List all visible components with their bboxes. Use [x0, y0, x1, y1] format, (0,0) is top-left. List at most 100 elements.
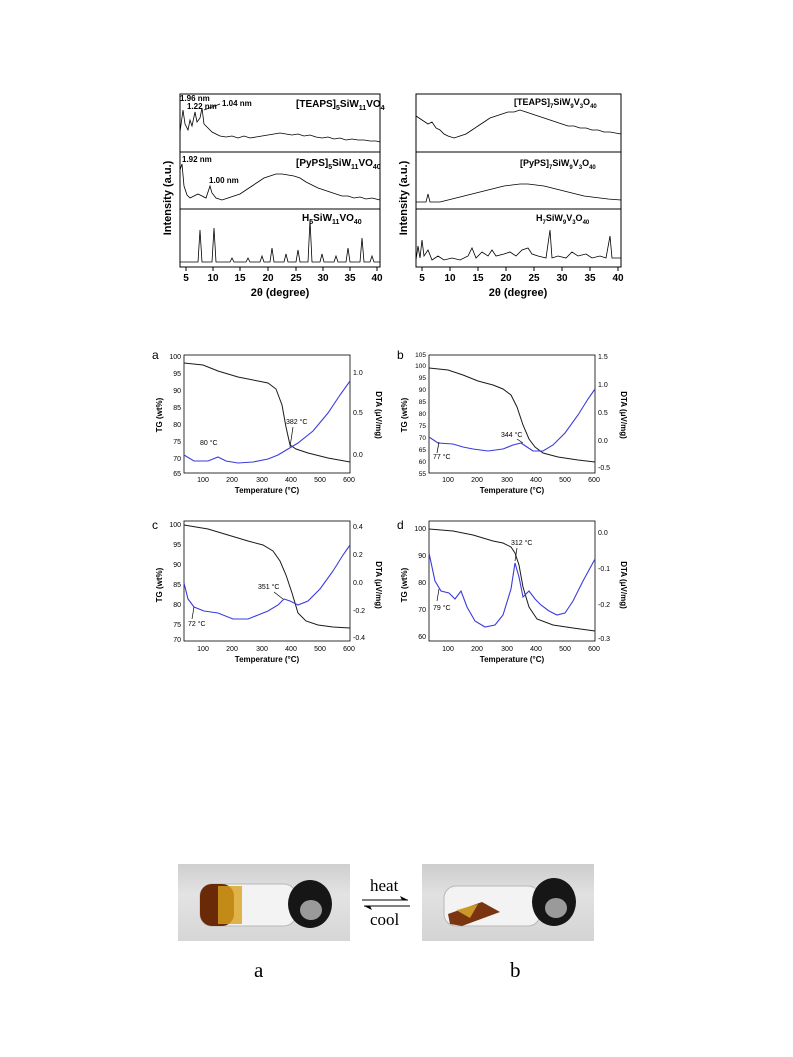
svg-text:200: 200	[226, 646, 238, 653]
tga-d-x-label: Temperature (°C)	[480, 655, 545, 664]
tga-b-dta-curve	[428, 388, 596, 452]
tga-d-y-right-label: DTA (μV/mg)	[619, 561, 628, 609]
xrd-right-figure: Intensity (a.u.) [TEAPS]7SiW9V3O40 [PyPS…	[398, 93, 624, 299]
xrd-right-label-3: H7SiW9V3O40	[536, 213, 590, 226]
svg-text:100: 100	[442, 477, 454, 484]
tga-b-y-right-label: DTA (μV/mg)	[619, 391, 628, 439]
vial-b-cap-inner	[545, 898, 567, 918]
svg-text:0.5: 0.5	[598, 410, 608, 417]
tga-a-y-left-label: TG (wt%)	[155, 397, 164, 432]
tga-b-x-label: Temperature (°C)	[480, 486, 545, 495]
svg-text:300: 300	[501, 477, 513, 484]
svg-text:90: 90	[418, 553, 426, 560]
tga-panel-a: a 100 95 90 85 80 75 70 65 1.0 0.5 0.0 1…	[152, 348, 383, 495]
svg-text:200: 200	[471, 477, 483, 484]
svg-text:200: 200	[471, 646, 483, 653]
tga-a-id: a	[152, 348, 159, 362]
svg-text:20: 20	[500, 273, 512, 284]
svg-text:1.0: 1.0	[353, 370, 363, 377]
tga-b-tg-curve	[428, 367, 596, 463]
heat-label: heat	[370, 876, 399, 895]
photo-caption-a: a	[254, 958, 264, 982]
svg-text:0.5: 0.5	[353, 410, 363, 417]
tga-d-x-ticks: 100 200 300 400 500 600	[442, 646, 600, 653]
svg-text:400: 400	[285, 646, 297, 653]
tga-a-annot-2-arrow	[289, 426, 294, 448]
tga-a-tg-ticks: 100 95 90 85 80 75 70 65	[169, 354, 181, 478]
tga-d-y-left-label: TG (wt%)	[400, 567, 409, 602]
svg-text:70: 70	[173, 456, 181, 463]
svg-text:400: 400	[530, 477, 542, 484]
svg-text:0.4: 0.4	[353, 524, 363, 531]
xrd-left-label-2: [PyPS]5SiW11VO40	[296, 158, 381, 171]
svg-text:40: 40	[612, 273, 624, 284]
svg-text:80: 80	[419, 411, 427, 418]
svg-text:-0.3: -0.3	[598, 636, 610, 643]
svg-text:25: 25	[290, 273, 302, 284]
tga-b-annot-2: 344 °C	[501, 431, 522, 439]
xrd-right-trace-1	[415, 109, 622, 139]
xrd-left-trace-3	[180, 219, 380, 263]
tga-b-annot-1: 77 °C	[433, 453, 451, 461]
svg-text:15: 15	[234, 273, 246, 284]
svg-text:100: 100	[442, 646, 454, 653]
tga-d-annot-2: 312 °C	[511, 539, 532, 547]
svg-text:1.0: 1.0	[598, 382, 608, 389]
svg-text:95: 95	[173, 371, 181, 378]
svg-text:0.0: 0.0	[598, 530, 608, 537]
svg-text:80: 80	[173, 422, 181, 429]
svg-text:25: 25	[528, 273, 540, 284]
tga-a-dta-ticks: 1.0 0.5 0.0	[353, 370, 363, 459]
cool-label: cool	[370, 910, 400, 929]
svg-text:65: 65	[173, 471, 181, 478]
tga-a-x-ticks: 100 200 300 400 500 600	[197, 477, 355, 484]
svg-text:105: 105	[415, 352, 426, 359]
xrd-left-label-3: H5SiW11VO40	[302, 213, 362, 226]
svg-text:0.0: 0.0	[353, 452, 363, 459]
svg-text:90: 90	[173, 388, 181, 395]
svg-text:600: 600	[588, 477, 600, 484]
svg-text:35: 35	[584, 273, 596, 284]
svg-text:500: 500	[559, 646, 571, 653]
tga-d-dta-curve	[428, 552, 596, 628]
tga-d-tg-curve	[428, 528, 596, 632]
xrd-right-panel-3-frame	[415, 208, 622, 268]
svg-text:40: 40	[371, 273, 383, 284]
svg-text:35: 35	[344, 273, 356, 284]
tga-c-id: c	[152, 518, 158, 532]
svg-text:70: 70	[419, 435, 427, 442]
svg-text:55: 55	[419, 471, 427, 478]
xrd-left-x-ticks: 5 10 15 20 25 30 35 40	[183, 267, 383, 284]
svg-text:-0.5: -0.5	[598, 465, 610, 472]
vial-b-liquid	[448, 902, 500, 926]
svg-text:15: 15	[472, 273, 484, 284]
tga-d-tg-ticks: 100 90 80 70 60	[414, 526, 426, 641]
vial-a-illustration	[199, 880, 332, 928]
xrd-y-axis-label-right: Intensity (a.u.)	[398, 160, 410, 235]
tga-c-dta-curve	[183, 544, 351, 620]
svg-text:60: 60	[418, 634, 426, 641]
svg-text:300: 300	[256, 477, 268, 484]
tga-c-annot-2-arrow	[273, 591, 284, 600]
vial-photo-a	[178, 864, 350, 941]
tga-b-frame	[428, 354, 596, 474]
svg-text:1.5: 1.5	[598, 354, 608, 361]
equilibrium-arrows	[362, 896, 410, 910]
svg-text:10: 10	[207, 273, 219, 284]
svg-text:300: 300	[256, 646, 268, 653]
svg-text:500: 500	[314, 646, 326, 653]
svg-text:75: 75	[173, 622, 181, 629]
svg-text:90: 90	[173, 562, 181, 569]
vial-b-liquid-highlight	[456, 904, 478, 918]
svg-text:5: 5	[419, 273, 425, 284]
tga-a-dta-curve	[183, 380, 351, 464]
xrd-right-x-ticks: 5 10 15 20 25 30 35 40	[419, 267, 624, 284]
svg-text:85: 85	[173, 582, 181, 589]
svg-text:70: 70	[173, 637, 181, 644]
svg-text:75: 75	[419, 423, 427, 430]
vial-b-illustration	[443, 878, 576, 927]
xrd-right-label-1: [TEAPS]7SiW9V3O40	[514, 97, 597, 110]
xrd-left-annot-5: 1.00 nm	[209, 176, 239, 185]
vial-a-liquid-highlight	[218, 886, 242, 924]
tga-d-dta-ticks: 0.0 -0.1 -0.2 -0.3	[598, 530, 610, 643]
